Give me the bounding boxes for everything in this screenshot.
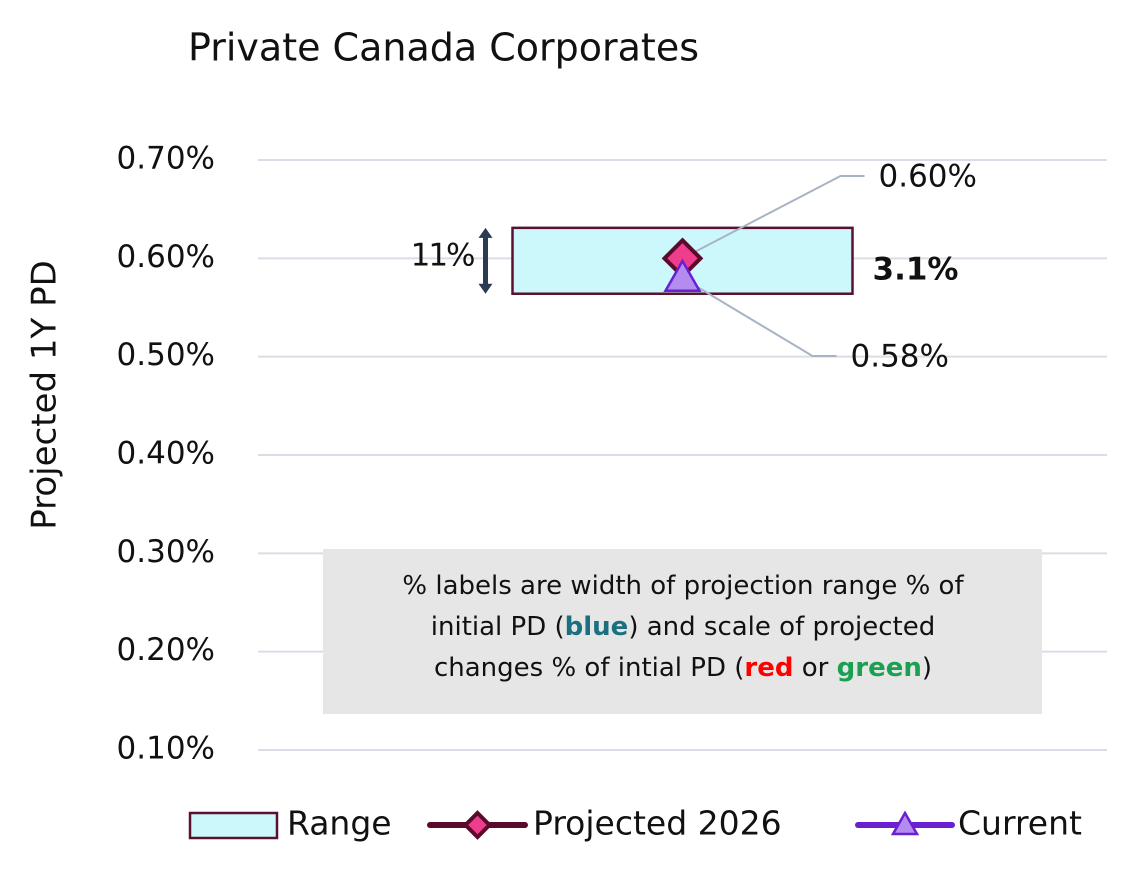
data-label: 0.60% [879,159,977,195]
note-segment: or [794,653,837,683]
y-tick-label: 0.50% [117,337,215,373]
legend-label: Projected 2026 [533,804,782,843]
legend-label: Current [958,804,1082,843]
note-text: changes % of intial PD (red or green) [434,653,932,683]
range-width-label: 11% [411,237,474,273]
note-text: initial PD (blue) and scale of projected [431,612,935,642]
y-tick-label: 0.10% [117,731,215,767]
note-text: % labels are width of projection range %… [402,571,964,601]
y-tick-label: 0.30% [117,534,215,570]
note-segment: changes % of intial PD ( [434,653,744,683]
note-segment: red [744,653,793,683]
y-tick-label: 0.60% [117,239,215,275]
note-segment: initial PD ( [431,612,565,642]
y-tick-label: 0.40% [117,436,215,472]
note-segment: % labels are width of projection range %… [402,571,964,601]
triangle-marker [890,810,920,836]
change-label: 3.1% [873,251,959,287]
leader-line [681,277,837,357]
note-segment: green [837,653,922,683]
chart-title: Private Canada Corporates [188,26,699,70]
data-label: 0.58% [851,339,949,375]
legend-label: Range [287,804,392,843]
diamond-marker [462,810,493,840]
triangle-marker [663,258,702,292]
y-tick-label: 0.20% [117,632,215,668]
note-segment: ) and scale of projected [628,612,935,642]
y-axis-title: Projected 1Y PD [25,260,65,530]
leader-line [682,175,865,260]
y-tick-label: 0.70% [117,141,215,177]
arrow-head [478,227,493,238]
legend-swatch [188,811,279,840]
note-box [323,549,1042,714]
note-segment: blue [565,612,629,642]
arrow-head [478,283,493,294]
note-segment: ) [922,653,932,683]
